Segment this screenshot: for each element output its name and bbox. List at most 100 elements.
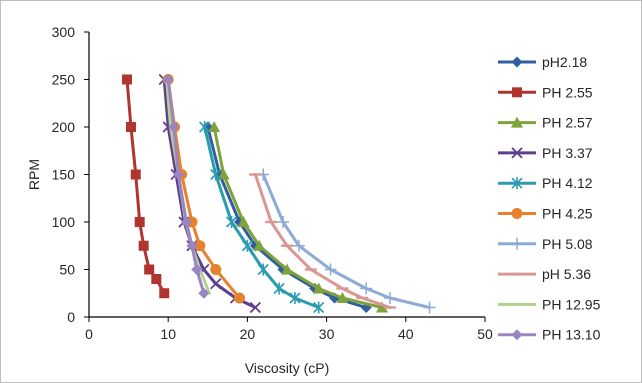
legend-marker	[511, 177, 523, 190]
legend-item: PH 4.12	[498, 175, 593, 191]
y-tick-label: 50	[59, 262, 75, 278]
y-tick-label: 200	[52, 119, 76, 135]
data-point	[144, 264, 155, 275]
series-ph-3-37	[158, 73, 261, 314]
legend-marker	[511, 237, 523, 250]
data-point	[210, 264, 222, 275]
data-point	[186, 216, 198, 228]
data-point	[151, 274, 162, 284]
data-point	[292, 239, 305, 252]
data-point	[186, 240, 198, 252]
legend-item: PH 2.57	[498, 115, 593, 131]
legend-marker	[512, 87, 522, 98]
legend-marker	[511, 116, 523, 128]
legend-label: PH 4.12	[542, 175, 593, 191]
data-point	[281, 263, 293, 275]
legend-item: PH 13.10	[498, 327, 601, 343]
data-point	[191, 264, 203, 275]
data-point	[168, 121, 180, 133]
y-axis-title: RPM	[26, 159, 42, 190]
data-point	[210, 168, 222, 181]
data-point	[273, 282, 285, 295]
data-point	[210, 278, 222, 290]
series-line	[212, 125, 384, 309]
data-point	[241, 239, 253, 252]
data-point	[159, 288, 170, 299]
data-point	[360, 282, 373, 295]
data-point	[289, 292, 301, 304]
data-point	[249, 301, 261, 314]
data-point	[233, 292, 245, 304]
series-line	[253, 173, 392, 309]
series-line	[125, 78, 166, 295]
y-tick-label: 300	[52, 24, 76, 40]
x-tick-label: 40	[398, 326, 414, 342]
data-point	[225, 216, 238, 228]
data-point	[134, 217, 145, 227]
legend-label: PH 13.10	[542, 327, 601, 343]
data-point	[125, 122, 136, 132]
legend-item: PH 3.37	[498, 145, 593, 161]
data-point	[122, 74, 133, 85]
legend-label: pH 5.36	[542, 266, 591, 282]
data-point	[376, 301, 389, 313]
data-point	[180, 216, 192, 228]
data-point	[336, 292, 349, 303]
x-tick-label: 0	[85, 326, 93, 342]
legend-item: pH 5.36	[498, 266, 591, 282]
data-point	[138, 240, 149, 251]
series-ph-2-57	[208, 121, 389, 313]
y-tick-label: 250	[52, 72, 76, 88]
series-ph-5-36	[249, 173, 396, 309]
legend-item: PH 5.08	[498, 236, 593, 252]
legend-item: pH2.18	[498, 54, 587, 70]
x-axis-title: Viscosity (cP)	[245, 360, 330, 376]
legend-label: PH 5.08	[542, 236, 593, 252]
series-ph-5-08	[257, 168, 436, 314]
legend-item: PH 12.95	[498, 296, 601, 312]
data-point	[198, 287, 210, 299]
legend-marker	[511, 56, 523, 68]
data-point	[162, 74, 174, 85]
data-point	[217, 168, 230, 180]
series-ph-13-10	[162, 74, 210, 299]
data-point	[257, 263, 269, 276]
series-ph-4-12	[199, 121, 325, 314]
legend-label: PH 4.25	[542, 206, 593, 222]
data-point	[194, 240, 206, 252]
legend: pH2.18 PH 2.55 PH 2.57 PH 3.37 PH 4.12 PH 4.2…	[498, 54, 601, 343]
y-tick-label: 0	[67, 309, 75, 325]
legend-marker	[511, 329, 523, 341]
legend-item: PH 2.55	[498, 84, 593, 100]
data-point	[313, 301, 325, 314]
legend-label: pH2.18	[542, 54, 587, 70]
series-ph-2-55	[122, 74, 170, 299]
data-point	[172, 169, 184, 180]
data-point	[199, 121, 211, 133]
legend-label: PH 12.95	[542, 296, 601, 312]
legend-label: PH 3.37	[542, 145, 593, 161]
y-tick-label: 100	[52, 214, 76, 230]
x-tick-label: 20	[240, 326, 256, 342]
legend-item: PH 4.25	[498, 206, 593, 222]
legend-label: PH 2.57	[542, 115, 593, 131]
data-point	[324, 263, 337, 276]
data-point	[253, 239, 266, 251]
x-tick-label: 10	[160, 326, 176, 342]
data-point	[423, 301, 436, 314]
x-tick-label: 30	[319, 326, 335, 342]
data-point	[130, 169, 141, 180]
data-point	[277, 216, 290, 228]
series-line	[162, 78, 257, 309]
y-tick-label: 150	[52, 167, 76, 183]
data-point	[208, 121, 221, 132]
x-tick-label: 50	[477, 326, 493, 342]
legend-marker	[511, 208, 523, 219]
data-point	[237, 216, 250, 227]
legend-label: PH 2.55	[542, 84, 593, 100]
data-point	[383, 292, 396, 304]
data-point	[312, 282, 325, 294]
legend-marker	[511, 147, 523, 159]
